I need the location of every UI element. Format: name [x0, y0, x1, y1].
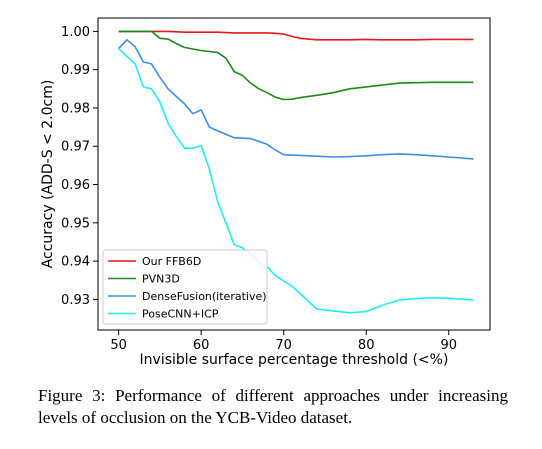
- y-tick-label: 0.93: [61, 293, 90, 308]
- line-chart: 50 60 70 80 90 0.93 0.94 0.95 0.96 0.97 0.98 0.99 1.…: [40, 17, 491, 368]
- series-line-pvn3d: [118, 30, 474, 101]
- legend-label: PVN3D: [142, 273, 180, 286]
- y-tick-label: 0.96: [61, 178, 90, 193]
- legend: Our FFB6D PVN3D DenseFusion(iterative) Pose…: [102, 249, 268, 325]
- y-tick-label: 0.97: [61, 140, 90, 155]
- x-tick-label: 80: [358, 338, 375, 353]
- x-tick-label: 70: [275, 338, 292, 353]
- x-tick-label: 90: [440, 338, 457, 353]
- legend-label: Our FFB6D: [142, 255, 201, 268]
- series-line-densefusion-iterative: [118, 38, 474, 160]
- series-line-our-ffb6d: [118, 30, 474, 41]
- y-tick-label: 0.95: [61, 216, 90, 231]
- legend-label: DenseFusion(iterative): [142, 290, 267, 303]
- x-tick-label: 50: [110, 338, 127, 353]
- y-tick-label: 0.98: [61, 101, 90, 116]
- plot-frame: [97, 17, 491, 331]
- legend-label: PoseCNN+ICP: [142, 308, 219, 321]
- legend-box: [102, 249, 268, 325]
- y-tick-label: 0.94: [61, 255, 90, 270]
- y-tick-label: 0.99: [61, 63, 90, 78]
- x-tick-label: 60: [193, 338, 210, 353]
- figure-caption: Figure 3: Performance of different appro…: [38, 386, 508, 427]
- ticks-layer: 50 60 70 80 90 0.93 0.94 0.95 0.96 0.97 0.98 0.99 1.…: [61, 25, 457, 353]
- y-axis-label: Accuracy (ADD-S < 2.0cm): [40, 80, 56, 269]
- y-tick-label: 1.00: [61, 25, 90, 40]
- x-axis-label: Invisible surface percentage threshold (…: [140, 352, 449, 368]
